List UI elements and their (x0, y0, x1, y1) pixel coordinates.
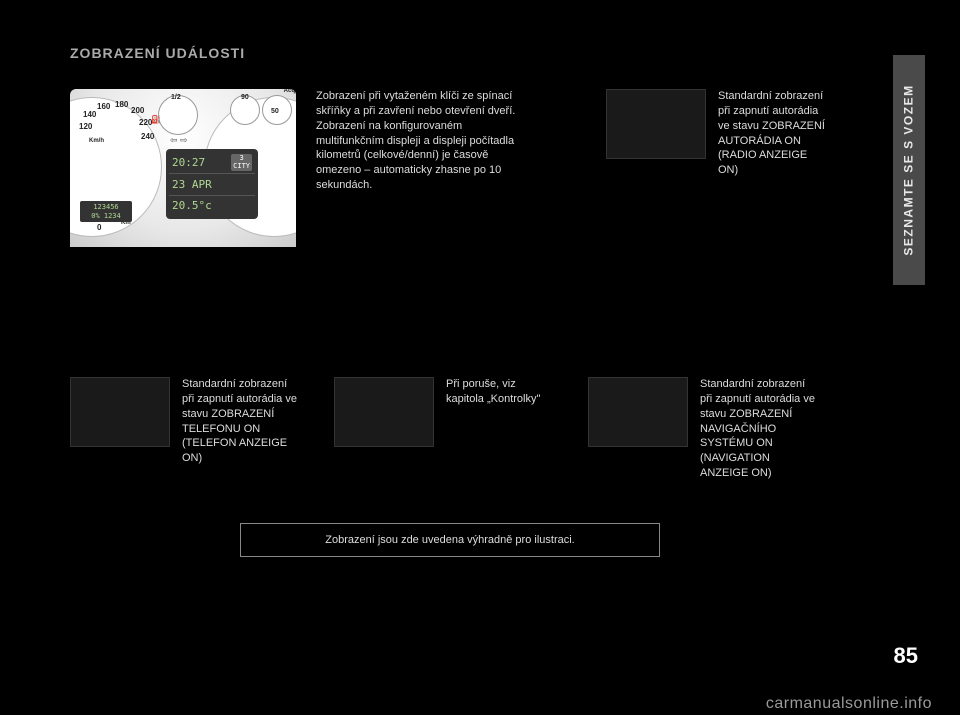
lcd-city: CITY (233, 162, 250, 170)
caption-navigation: Standardní zobrazení při zapnutí autorád… (700, 377, 820, 481)
acq-label: Acq (284, 89, 295, 94)
cluster-caption: Zobrazení při vytaženém klíči ze spínací… (316, 89, 526, 247)
caption-fault: Při poruše, viz kapitola „Kontrolky" (446, 377, 556, 407)
block-navigation: Standardní zobrazení při zapnutí autorád… (588, 377, 820, 481)
tick-120: 120 (79, 122, 92, 131)
block-fault: Při poruše, viz kapitola „Kontrolky" (334, 377, 556, 481)
thumb-fault (334, 377, 434, 447)
thumb-radio (606, 89, 706, 159)
lcd-row-2: 23 APR (169, 174, 255, 195)
row-1: 120 140 160 180 200 220 240 Km/h 0 Km 1/… (70, 89, 830, 247)
lcd-date: 23 APR (172, 178, 212, 191)
odometer-trip: 0% 1234 (82, 212, 130, 220)
multifunction-display: 20:27 3 CITY 23 APR 20.5°c (166, 149, 258, 219)
odometer-total: 123456 (82, 203, 130, 211)
odometer: 123456 0% 1234 (80, 201, 132, 222)
side-tab: SEZNAMTE SE S VOZEM (893, 55, 925, 285)
watermark: carmanualsonline.info (766, 695, 932, 713)
speed-zero: 0 (97, 223, 101, 232)
lcd-gear-badge: 3 CITY (231, 154, 252, 171)
fuel-half: 1/2 (171, 94, 181, 101)
block-telefon: Standardní zobrazení při zapnutí autorád… (70, 377, 302, 481)
indicator-arrows: ⇦ ⇨ (170, 135, 188, 146)
thumb-navigation (588, 377, 688, 447)
page-number: 85 (894, 643, 918, 669)
fuel-gauge: 1/2 ⛽ (158, 95, 198, 135)
thumb-telefon (70, 377, 170, 447)
temp-50: 50 (271, 108, 279, 115)
instrument-cluster: 120 140 160 180 200 220 240 Km/h 0 Km 1/… (70, 89, 296, 247)
lcd-temp: 20.5°c (172, 199, 212, 212)
temp-gauge-1: 90 (230, 95, 260, 125)
row-2: Standardní zobrazení při zapnutí autorád… (70, 377, 830, 481)
temp-90: 90 (241, 94, 249, 101)
speed-unit: Km/h (89, 138, 104, 144)
footer-note: Zobrazení jsou zde uvedena výhradně pro … (240, 523, 660, 557)
lcd-time: 20:27 (172, 156, 205, 169)
page-content: ZOBRAZENÍ UDÁLOSTI 120 140 160 180 200 2… (70, 45, 830, 665)
tick-180: 180 (115, 100, 128, 109)
lcd-row-3: 20.5°c (169, 196, 255, 216)
temp-gauge-2: 50 Acq (262, 95, 292, 125)
side-tab-label: SEZNAMTE SE S VOZEM (902, 84, 916, 255)
caption-radio: Standardní zobrazení při zapnutí autorád… (718, 89, 828, 178)
tick-240: 240 (141, 132, 154, 141)
section-heading: ZOBRAZENÍ UDÁLOSTI (70, 45, 830, 61)
caption-telefon: Standardní zobrazení při zapnutí autorád… (182, 377, 302, 466)
block-radio: Standardní zobrazení při zapnutí autorád… (606, 89, 828, 247)
lcd-row-1: 20:27 3 CITY (169, 152, 255, 174)
tick-200: 200 (131, 106, 144, 115)
tick-160: 160 (97, 102, 110, 111)
tick-140: 140 (83, 110, 96, 119)
